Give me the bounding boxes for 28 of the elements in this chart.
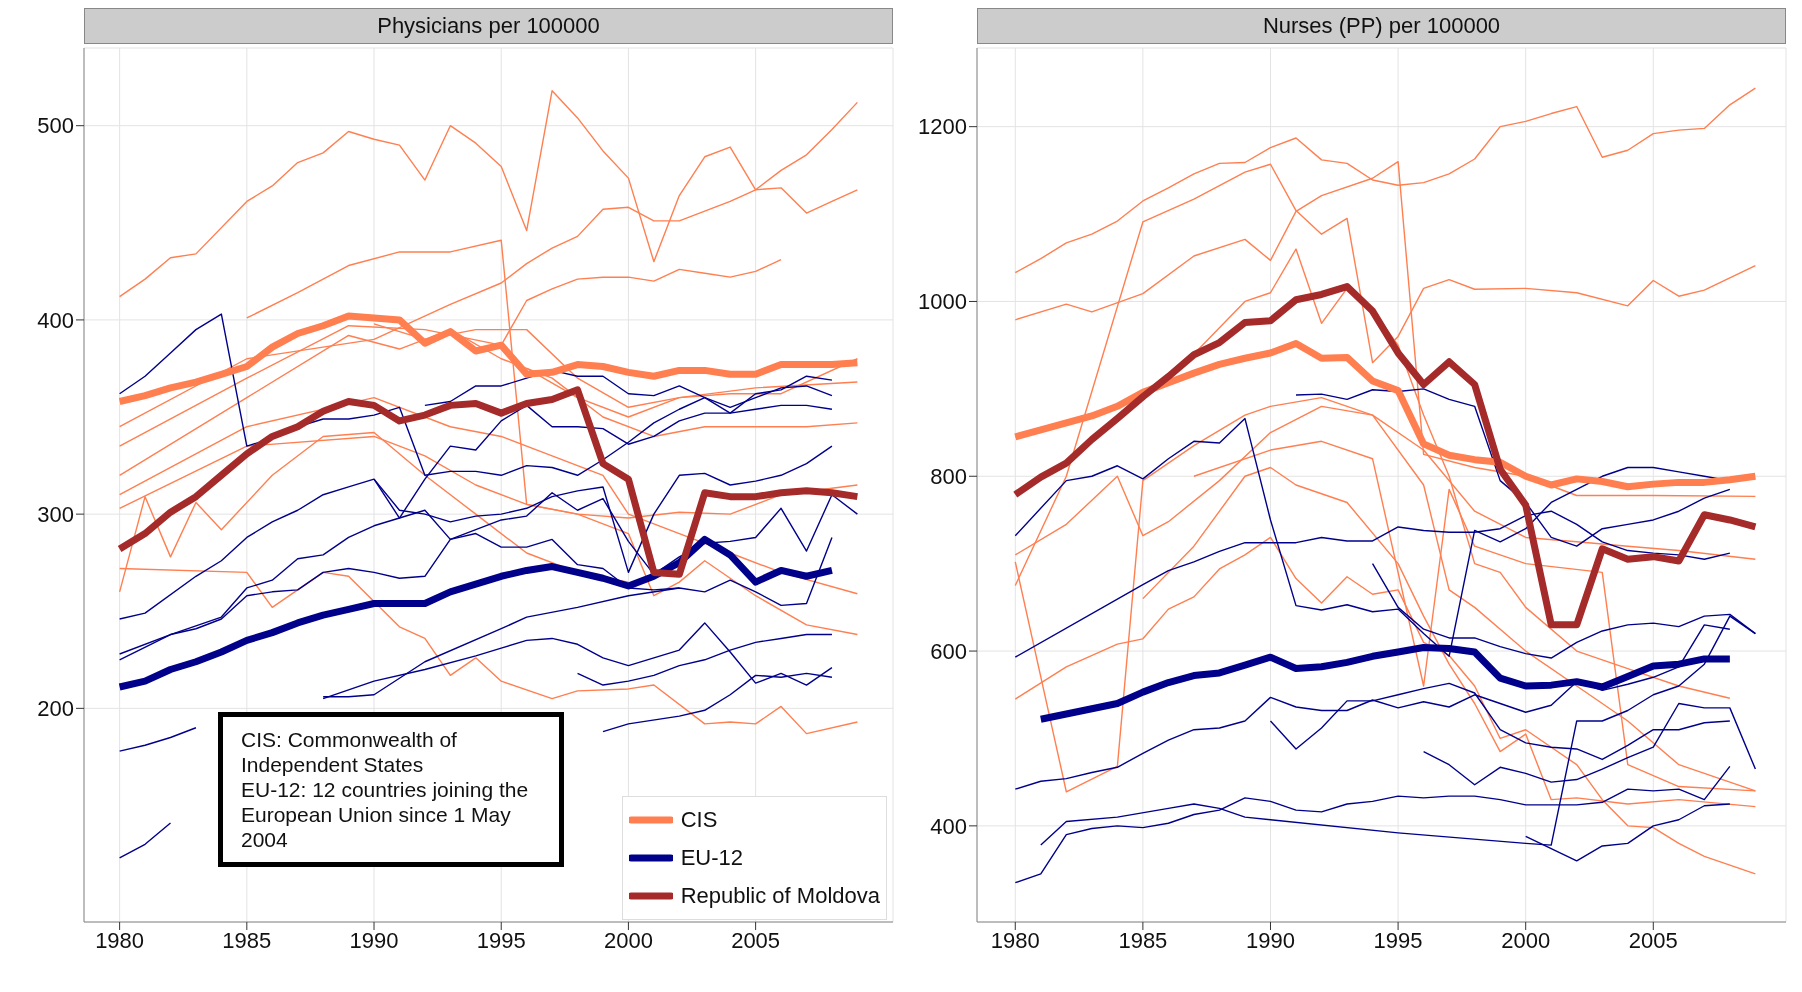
x-tick-label: 1980: [990, 927, 1040, 953]
x-tick-label: 2005: [1628, 927, 1678, 953]
x-tick-label: 2000: [603, 927, 653, 953]
y-tick-label: 1000: [918, 289, 967, 315]
y-tick-label: 400: [37, 307, 74, 333]
x-tick-label: 1995: [1373, 927, 1423, 953]
x-tick-label: 1995: [476, 927, 526, 953]
legend-label: Republic of Moldova: [680, 883, 880, 909]
x-tick-label: 2005: [731, 927, 781, 953]
x-tick-label: 1990: [1246, 927, 1295, 953]
y-tick-label: 200: [37, 696, 74, 722]
legend-label: EU-12: [680, 845, 744, 871]
y-tick-label: 600: [930, 638, 967, 664]
x-tick-label: 1980: [95, 927, 145, 953]
y-tick-label: 500: [37, 113, 74, 139]
y-tick-label: 300: [37, 501, 74, 527]
legend-label: CIS: [680, 807, 718, 833]
x-tick-label: 2000: [1501, 927, 1551, 953]
chart-title: Nurses (PP) per 100000: [977, 8, 1786, 44]
x-tick-label: 1985: [1118, 927, 1168, 953]
y-tick-label: 400: [930, 813, 967, 839]
y-tick-label: 1200: [918, 114, 967, 140]
annotation: CIS: Commonwealth of Independent States: [241, 727, 458, 777]
annotation: EU-12: 12 countries joining the European Union since 1 May 2004: [241, 777, 530, 852]
x-tick-label: 1985: [222, 927, 272, 953]
x-tick-label: 1990: [349, 927, 399, 953]
y-tick-label: 800: [930, 464, 967, 490]
chart-title: Physicians per 100000: [84, 8, 893, 44]
